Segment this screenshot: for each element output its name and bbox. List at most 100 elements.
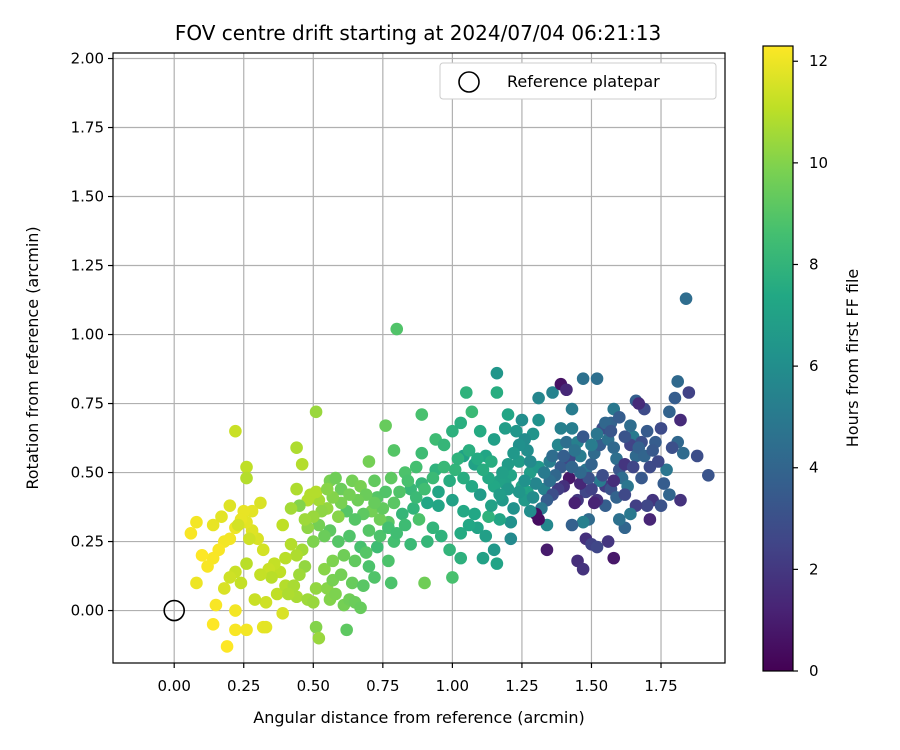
data-point xyxy=(446,571,459,584)
data-point xyxy=(407,502,420,515)
data-point xyxy=(318,529,331,543)
data-point xyxy=(585,457,598,471)
data-point xyxy=(482,510,495,524)
data-point xyxy=(398,518,412,532)
data-point xyxy=(290,549,303,562)
x-tick-label: 1.25 xyxy=(505,677,538,695)
data-point xyxy=(510,424,523,438)
data-point xyxy=(409,491,423,504)
data-point xyxy=(281,587,295,601)
colorbar-tick-label: 2 xyxy=(809,560,819,578)
data-point xyxy=(320,482,334,496)
data-point xyxy=(663,488,676,501)
data-point xyxy=(651,455,665,468)
data-point xyxy=(332,535,345,548)
data-point xyxy=(554,422,568,435)
data-point xyxy=(421,535,434,548)
data-point xyxy=(295,457,309,471)
data-point xyxy=(640,499,654,512)
data-point xyxy=(473,424,487,438)
data-point xyxy=(240,623,253,637)
data-point xyxy=(462,444,476,457)
data-point xyxy=(415,446,429,460)
data-point xyxy=(576,562,590,576)
data-point xyxy=(373,529,387,543)
data-point xyxy=(348,554,362,568)
data-point xyxy=(462,518,476,532)
data-point xyxy=(504,515,518,529)
plot-frame xyxy=(112,52,726,664)
data-point xyxy=(434,529,448,543)
data-point xyxy=(290,441,303,455)
data-point xyxy=(485,499,498,512)
data-point xyxy=(309,620,323,634)
x-tick-label: 1.75 xyxy=(644,677,677,695)
data-point xyxy=(490,557,504,570)
data-point xyxy=(234,576,248,590)
data-point xyxy=(454,526,468,540)
data-point xyxy=(240,471,253,485)
data-point xyxy=(229,604,242,617)
x-tick-label: 0.50 xyxy=(297,677,330,695)
data-point xyxy=(306,535,320,548)
data-point xyxy=(432,499,445,512)
data-point xyxy=(229,623,242,637)
data-point xyxy=(657,477,671,490)
data-point xyxy=(490,386,504,399)
data-point xyxy=(384,471,398,485)
data-point xyxy=(240,557,253,570)
data-point xyxy=(565,422,579,435)
data-point xyxy=(457,504,470,518)
data-point xyxy=(184,526,198,540)
data-point xyxy=(585,438,598,452)
data-point xyxy=(523,455,537,468)
data-point xyxy=(624,419,637,432)
x-axis-label: Angular distance from reference (arcmin) xyxy=(253,708,584,727)
data-point xyxy=(590,427,604,441)
data-point xyxy=(663,405,676,419)
data-point xyxy=(640,424,654,438)
data-point xyxy=(312,631,326,645)
colorbar-tick-label: 0 xyxy=(809,662,819,680)
data-point xyxy=(501,408,515,421)
data-point xyxy=(334,568,348,581)
data-point xyxy=(493,488,506,501)
data-point xyxy=(362,455,376,468)
data-point xyxy=(576,430,590,443)
x-tick-label: 0.75 xyxy=(366,677,399,695)
y-tick-label: 2.00 xyxy=(71,50,104,68)
data-point xyxy=(387,444,401,457)
data-point xyxy=(276,518,289,532)
data-point xyxy=(220,640,234,653)
y-tick-label: 0.25 xyxy=(71,533,104,551)
data-point xyxy=(362,560,376,573)
chart-title: FOV centre drift starting at 2024/07/04 … xyxy=(175,21,661,45)
data-point xyxy=(607,441,621,455)
data-point xyxy=(454,416,468,430)
data-point xyxy=(568,496,582,510)
data-point xyxy=(329,471,342,485)
y-axis-label: Rotation from reference (arcmin) xyxy=(23,226,42,489)
data-point xyxy=(487,433,501,446)
data-point xyxy=(604,424,618,438)
data-point xyxy=(557,449,570,463)
data-point xyxy=(368,496,381,510)
data-point xyxy=(690,449,704,463)
data-point xyxy=(293,568,306,581)
data-point xyxy=(443,474,456,488)
data-point xyxy=(309,405,323,419)
data-point xyxy=(646,444,659,457)
data-point xyxy=(345,576,359,590)
data-point xyxy=(368,571,381,584)
data-point xyxy=(290,482,303,496)
data-point xyxy=(618,488,632,501)
data-point xyxy=(270,587,284,601)
data-point xyxy=(468,507,481,521)
data-point xyxy=(362,524,376,537)
data-point xyxy=(379,485,392,499)
data-point xyxy=(560,383,573,397)
data-point xyxy=(437,460,451,474)
data-point xyxy=(401,474,415,488)
data-point xyxy=(190,515,203,529)
data-point xyxy=(612,513,626,526)
